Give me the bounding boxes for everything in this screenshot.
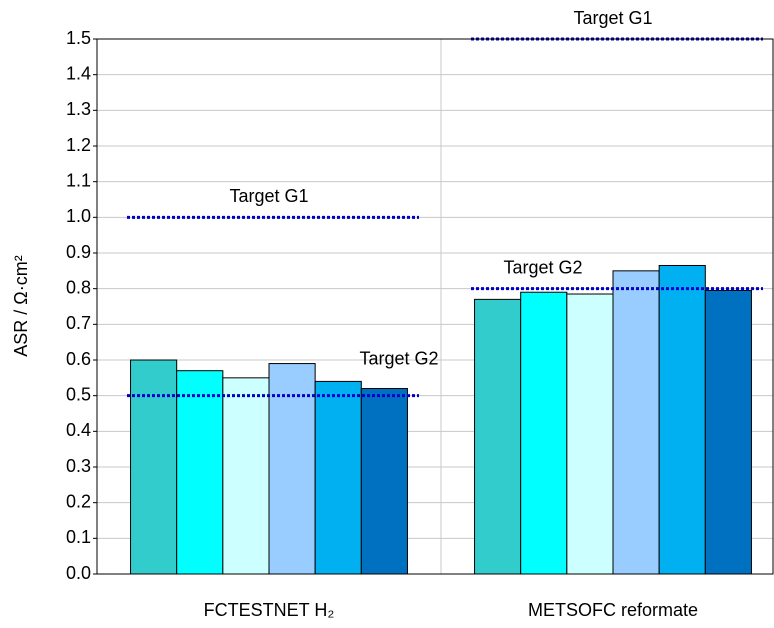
y-tick-label: 0.7	[66, 313, 91, 333]
target-label: Target G1	[229, 186, 308, 206]
y-tick-label: 1.0	[66, 206, 91, 226]
bar	[612, 270, 660, 575]
y-tick-label: 0.6	[66, 349, 91, 369]
y-tick-label: 1.3	[66, 99, 91, 119]
bar	[360, 388, 408, 575]
target-label: Target G1	[573, 8, 652, 28]
bar	[314, 380, 362, 575]
y-tick-label: 0.2	[66, 491, 91, 511]
y-tick-label: 0.9	[66, 242, 91, 262]
target-label: Target G2	[359, 348, 438, 368]
y-axis-label: ASR / Ω·cm²	[11, 255, 31, 356]
y-tick-label: 1.4	[66, 63, 91, 83]
x-tick-label: METSOFC reformate	[528, 600, 698, 620]
bar	[566, 293, 614, 575]
bar	[704, 289, 752, 575]
y-tick-label: 0.3	[66, 456, 91, 476]
y-tick-label: 1.5	[66, 28, 91, 48]
plot-frame	[96, 38, 774, 575]
bar	[130, 359, 178, 575]
bar	[474, 298, 522, 575]
bar	[222, 377, 270, 575]
y-tick-label: 1.1	[66, 170, 91, 190]
y-tick-label: 1.2	[66, 135, 91, 155]
bar	[520, 291, 568, 575]
bar	[658, 264, 706, 575]
bar	[176, 370, 224, 575]
y-tick-label: 0.0	[66, 563, 91, 583]
y-tick-label: 0.5	[66, 384, 91, 404]
y-tick-label: 0.4	[66, 420, 91, 440]
x-tick-label: FCTESTNET H₂	[204, 600, 335, 620]
bar	[268, 363, 316, 575]
y-tick-label: 0.8	[66, 277, 91, 297]
target-label: Target G2	[503, 257, 582, 277]
y-tick-label: 0.1	[66, 527, 91, 547]
